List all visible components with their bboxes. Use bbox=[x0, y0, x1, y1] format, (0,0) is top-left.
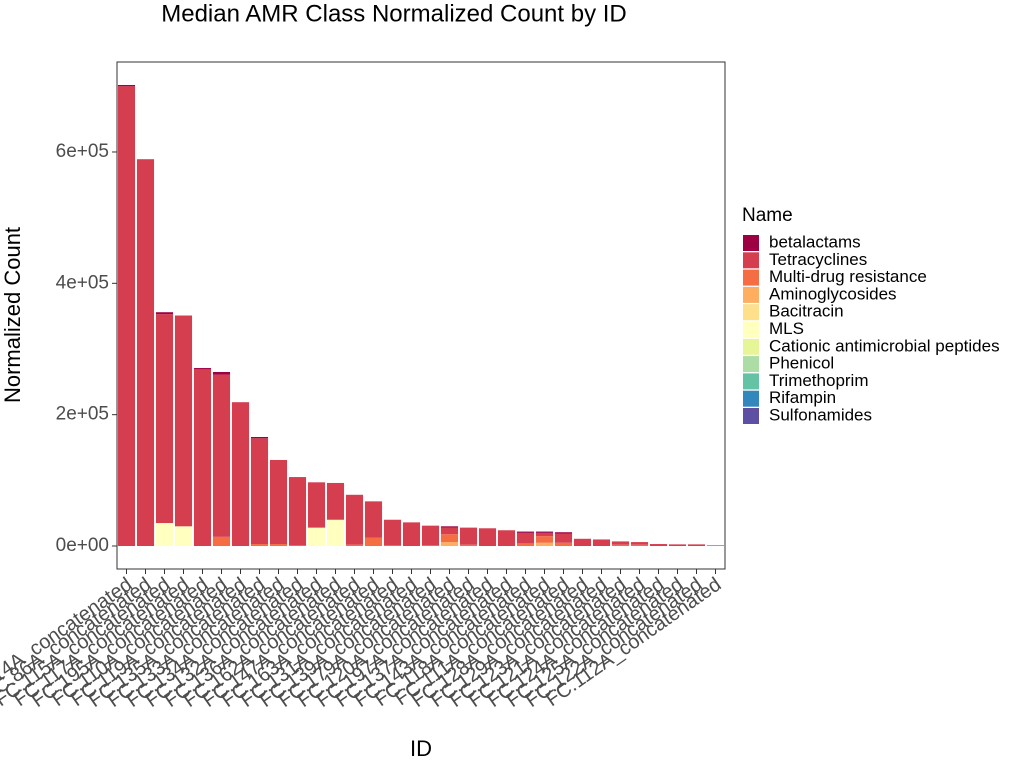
legend-label: MLS bbox=[769, 319, 804, 338]
bar-segment bbox=[231, 402, 250, 547]
bar-segment bbox=[155, 314, 174, 524]
bar-segment bbox=[326, 519, 345, 547]
bar-segment bbox=[174, 315, 193, 527]
legend-swatch bbox=[743, 373, 759, 390]
legend-label: Tetracyclines bbox=[769, 250, 867, 269]
bar-segment bbox=[440, 527, 459, 535]
bar-segment bbox=[155, 523, 174, 547]
bar-segment bbox=[668, 544, 687, 547]
y-tick-label: 6e+05 bbox=[56, 141, 109, 162]
bar-segment bbox=[288, 545, 307, 547]
legend-label: Multi-drug resistance bbox=[769, 267, 927, 286]
bar-segment bbox=[459, 527, 478, 545]
legend-label: Phenicol bbox=[769, 354, 834, 373]
bar-segment bbox=[364, 537, 383, 547]
bar-segment bbox=[269, 544, 288, 547]
bar-segment bbox=[212, 536, 231, 547]
bar-segment bbox=[535, 536, 554, 543]
bar-segment bbox=[117, 84, 136, 87]
legend-swatch bbox=[743, 235, 759, 251]
bar-segment bbox=[307, 527, 326, 547]
legend-swatch bbox=[743, 408, 759, 424]
bar-segment bbox=[687, 544, 706, 547]
bar-segment bbox=[250, 436, 269, 439]
bar-segment bbox=[193, 368, 212, 370]
legend-label: Cationic antimicrobial peptides bbox=[769, 336, 1000, 355]
legend-swatch bbox=[743, 338, 759, 355]
bar-segment bbox=[649, 544, 668, 547]
bar-segment bbox=[535, 542, 554, 547]
bar-segment bbox=[592, 539, 611, 547]
x-axis-title: ID bbox=[410, 736, 432, 761]
bar-segment bbox=[117, 86, 136, 547]
legend-label: Rifampin bbox=[769, 388, 836, 407]
y-tick-label: 2e+05 bbox=[56, 404, 109, 425]
bar-segment bbox=[364, 501, 383, 538]
bar-segment bbox=[516, 532, 535, 544]
chart-title: Median AMR Class Normalized Count by ID bbox=[161, 0, 627, 27]
legend-label: Aminoglycosides bbox=[769, 284, 897, 303]
legend-title: Name bbox=[742, 205, 793, 226]
bar-segment bbox=[440, 542, 459, 547]
bar-segment bbox=[554, 532, 573, 534]
bar-segment bbox=[345, 494, 364, 545]
legend-swatch bbox=[743, 321, 759, 338]
bar-segment bbox=[516, 543, 535, 547]
bar-segment bbox=[421, 525, 440, 546]
bar-segment bbox=[307, 482, 326, 528]
bar-segment bbox=[345, 544, 364, 547]
legend-swatch bbox=[743, 286, 759, 303]
y-tick-label: 0e+00 bbox=[56, 535, 109, 556]
bar-segment bbox=[269, 459, 288, 545]
bar-segment bbox=[497, 530, 516, 547]
legend-label: betalactams bbox=[769, 232, 861, 251]
bar-segment bbox=[250, 544, 269, 547]
bar-segment bbox=[174, 526, 193, 547]
y-axis-title: Normalized Count bbox=[0, 227, 25, 403]
bar-segment bbox=[611, 541, 630, 545]
legend-label: Trimethoprim bbox=[769, 371, 869, 390]
bar-segment bbox=[630, 544, 649, 547]
legend-swatch bbox=[743, 304, 759, 321]
y-tick-label: 4e+05 bbox=[56, 272, 109, 293]
bar-segment bbox=[611, 544, 630, 547]
bar-segment bbox=[421, 545, 440, 547]
legend-swatch bbox=[743, 252, 759, 269]
bar-segment bbox=[440, 526, 459, 528]
bar-segment bbox=[478, 528, 497, 547]
bar-segment bbox=[212, 374, 231, 537]
bar-segment bbox=[516, 531, 535, 533]
legend-label: Bacitracin bbox=[769, 302, 844, 321]
bar-segment bbox=[535, 532, 554, 537]
bar-segment bbox=[573, 538, 592, 547]
bar-segment bbox=[440, 534, 459, 543]
legend-swatch bbox=[743, 390, 759, 407]
bar-segment bbox=[136, 159, 155, 547]
plot-border bbox=[116, 61, 726, 570]
bar-segment bbox=[193, 369, 212, 547]
bar-segment bbox=[212, 371, 231, 375]
bar-segment bbox=[706, 545, 725, 547]
bar-segment bbox=[459, 544, 478, 547]
bar-segment bbox=[155, 312, 174, 315]
legend-label: Sulfonamides bbox=[769, 405, 872, 424]
bar-segment bbox=[535, 531, 554, 533]
bar-segment bbox=[250, 438, 269, 545]
bar-segment bbox=[630, 542, 649, 545]
bar-segment bbox=[554, 533, 573, 543]
bar-segment bbox=[326, 482, 345, 520]
bar-segment bbox=[554, 542, 573, 547]
bar-segment bbox=[383, 545, 402, 547]
legend-swatch bbox=[743, 269, 759, 286]
bar-segment bbox=[288, 477, 307, 546]
bar-segment bbox=[383, 519, 402, 546]
legend-swatch bbox=[743, 356, 759, 373]
bar-segment bbox=[402, 522, 421, 547]
